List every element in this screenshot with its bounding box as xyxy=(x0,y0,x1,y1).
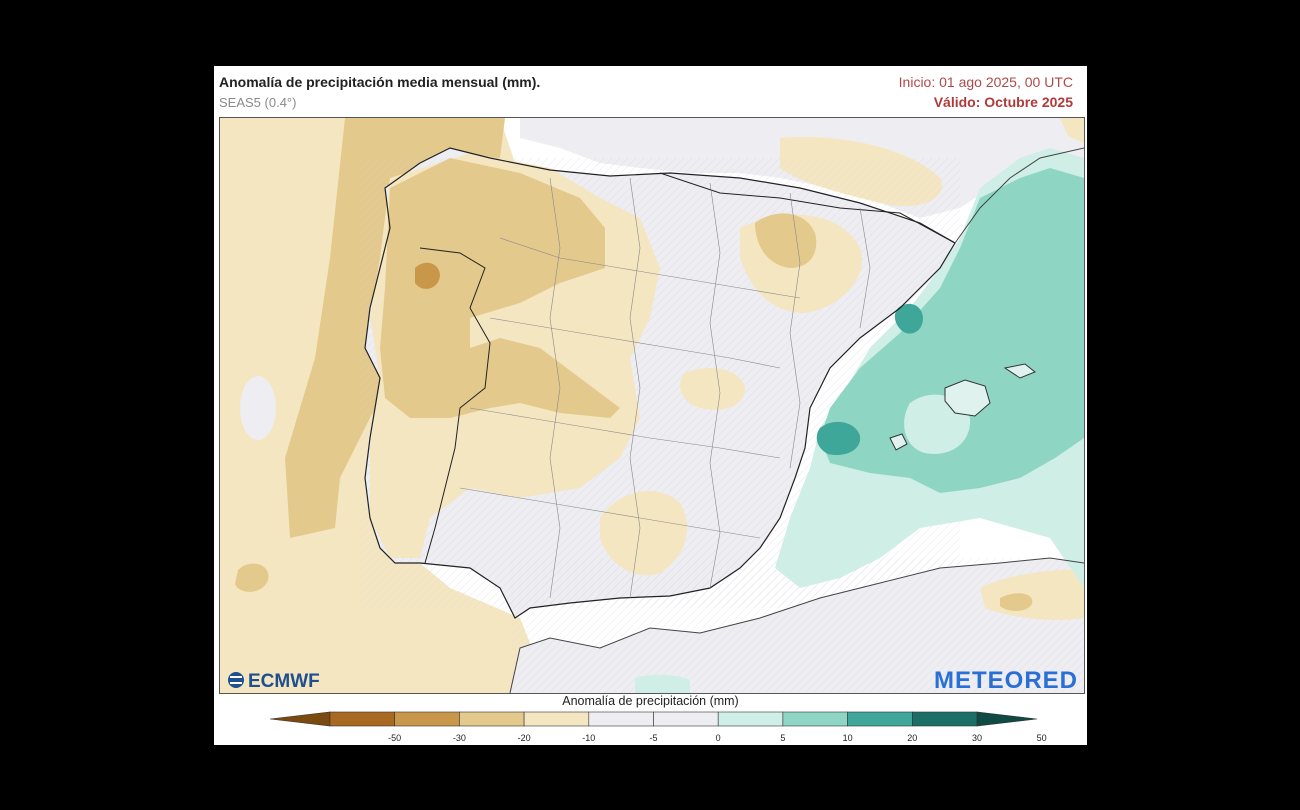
colorbar-segment xyxy=(588,711,654,727)
coastline-iberia xyxy=(364,147,956,619)
colorbar-tick-label: 10 xyxy=(842,733,853,743)
colorbar-title: Anomalía de precipitación (mm) xyxy=(562,694,739,708)
med-wet-mid xyxy=(820,168,1084,493)
ocean-neutral-patch xyxy=(240,376,276,440)
colorbar-segment xyxy=(329,711,395,727)
coastline-france xyxy=(954,147,1084,244)
colorbar-tick-label: 20 xyxy=(907,733,918,743)
iberia-dry-strong xyxy=(415,262,440,289)
ecmwf-logo: ECMWF xyxy=(228,671,320,692)
colorbar-tick-label: 50 xyxy=(1036,733,1047,743)
med-wet-strong xyxy=(816,421,861,456)
colorbar-end-high xyxy=(976,711,1038,727)
ocean-dry-mid-2 xyxy=(235,563,269,592)
meteored-logo-text: METEORED xyxy=(934,667,1078,694)
colorbar-end-low xyxy=(269,711,331,727)
med-wet-strong-2 xyxy=(894,303,923,334)
forecast-panel: Anomalía de precipitación media mensual … xyxy=(214,66,1087,745)
island-mallorca xyxy=(944,379,991,417)
colorbar-segment xyxy=(782,711,848,727)
model-subtitle: SEAS5 (0.4°) xyxy=(219,95,297,110)
init-date: Inicio: 01 ago 2025, 00 UTC xyxy=(898,74,1073,90)
colorbar-tick-label: -50 xyxy=(388,733,402,743)
colorbar-segment xyxy=(717,711,784,727)
colorbar-tick-label: 0 xyxy=(715,733,721,743)
france-dry-light-2 xyxy=(1060,118,1084,143)
colorbar-tick-label: 5 xyxy=(780,733,786,743)
anomaly-map: ECMWF METEORED xyxy=(219,117,1085,694)
iberia-dry-light-2 xyxy=(600,491,688,576)
iberia-dry-light-4 xyxy=(680,368,745,410)
colorbar-tick-label: 30 xyxy=(971,733,983,743)
africa-wet-light xyxy=(635,674,690,693)
colorbar-segment xyxy=(911,711,978,727)
colorbar-segment xyxy=(847,711,913,727)
colorbar-segment xyxy=(653,711,719,727)
colorbar-tick-label: -20 xyxy=(517,733,531,743)
province-borders xyxy=(459,177,871,599)
border-portugal xyxy=(419,247,491,564)
border-france xyxy=(659,172,956,244)
island-ibiza xyxy=(889,433,908,451)
valid-period: Válido: Octubre 2025 xyxy=(933,94,1073,110)
colorbar-tick-label: -10 xyxy=(582,733,596,743)
coastline-africa xyxy=(509,557,1084,693)
island-menorca xyxy=(1003,363,1036,379)
iberia-dry-mid xyxy=(380,158,620,418)
colorbar-segment xyxy=(523,711,590,727)
iberia-dry-mid-2 xyxy=(755,213,817,268)
colorbar-segment xyxy=(459,711,525,727)
colorbar-tick-label: -5 xyxy=(649,733,658,743)
colorbar-tick-label: -30 xyxy=(452,733,466,743)
africa-dry-mid xyxy=(1000,593,1033,611)
ecmwf-logo-text: ECMWF xyxy=(248,671,320,692)
map-title: Anomalía de precipitación media mensual … xyxy=(219,74,541,90)
colorbar-segment xyxy=(394,711,460,727)
